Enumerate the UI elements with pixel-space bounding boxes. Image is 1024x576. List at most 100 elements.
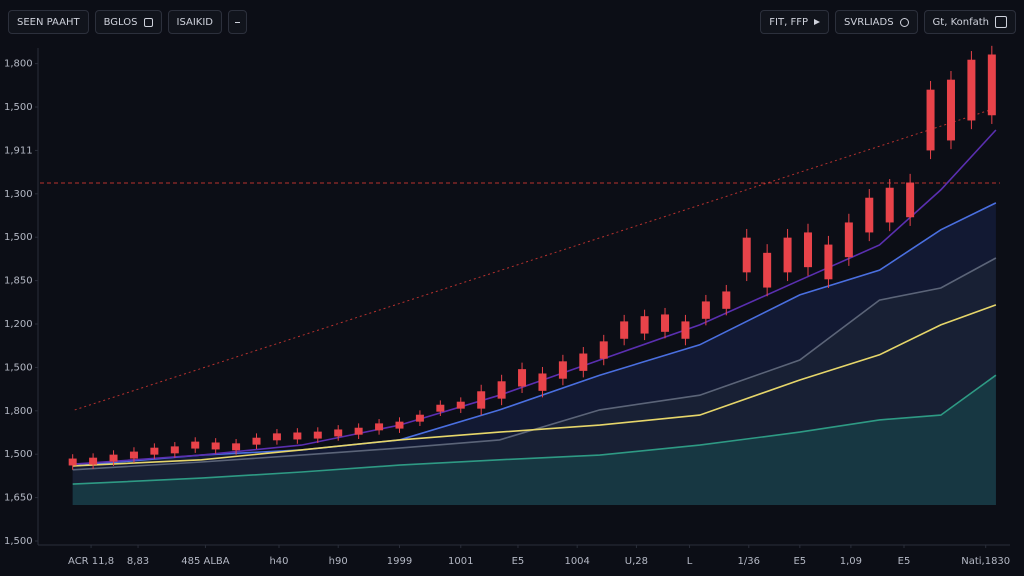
- candle-body: [824, 244, 833, 280]
- y-tick-label: 1,650: [4, 493, 33, 504]
- candle-body: [579, 353, 588, 371]
- candle-body: [783, 237, 792, 273]
- toolbar-button[interactable]: [227, 10, 247, 34]
- candle-body: [211, 442, 220, 450]
- candle-body: [293, 432, 302, 440]
- candle-body: [477, 391, 486, 409]
- line: [72, 374, 997, 485]
- x-tick-label: 1,09: [840, 556, 862, 567]
- y-tick-label: 1,500: [4, 536, 33, 547]
- y-tick-label: 1,300: [4, 189, 33, 200]
- x-tick-label: 1/36: [738, 556, 760, 567]
- candle-body: [558, 361, 567, 379]
- candle-body: [518, 369, 527, 387]
- x-tick-label: 1001: [448, 556, 473, 567]
- candle-body: [742, 237, 751, 273]
- candle-body: [987, 54, 996, 116]
- button-icon: [899, 17, 909, 27]
- candle-body: [109, 454, 118, 462]
- candle-body: [150, 447, 159, 455]
- candle-body: [599, 341, 608, 359]
- button-label: SVRLIADS: [844, 16, 894, 28]
- x-tick-label: Nati,1830: [961, 556, 1010, 567]
- candle-body: [252, 437, 261, 445]
- trend-line: [74, 109, 990, 411]
- candle-body: [272, 433, 281, 441]
- x-tick-label: ACR 11,8: [68, 556, 114, 567]
- candle-body: [354, 427, 363, 435]
- toolbar-left: SEEN PAAHT BGLOS ISAIKID: [8, 10, 247, 36]
- candle-body: [456, 401, 465, 409]
- line: [72, 202, 997, 467]
- button-icon: [995, 16, 1007, 28]
- x-tick-label: 8,83: [127, 556, 149, 567]
- line: [72, 304, 997, 467]
- candle-body: [885, 187, 894, 223]
- area: [72, 258, 996, 505]
- candle-body: [763, 252, 772, 288]
- line: [72, 257, 997, 471]
- toolbar-button[interactable]: BGLOS: [94, 10, 162, 34]
- button-label: FIT, FFP: [769, 16, 808, 28]
- toolbar-right: FIT, FFP SVRLIADS Gt, Konfath: [760, 10, 1016, 36]
- candle-body: [89, 457, 98, 465]
- x-tick-label: h40: [269, 556, 288, 567]
- x-tick-label: U,28: [625, 556, 648, 567]
- candle-body: [967, 59, 976, 121]
- candle-body: [334, 429, 343, 437]
- y-tick-label: 1,500: [4, 232, 33, 243]
- x-tick-label: 1999: [387, 556, 412, 567]
- x-tick-label: L: [687, 556, 693, 567]
- candle-body: [681, 321, 690, 339]
- button-icon: [234, 21, 240, 23]
- toolbar-button[interactable]: SEEN PAAHT: [8, 10, 89, 34]
- candle-body: [68, 458, 77, 466]
- y-tick-label: 1,800: [4, 59, 33, 70]
- candle-body: [313, 431, 322, 439]
- button-label: BGLOS: [103, 16, 138, 28]
- candle-body: [538, 373, 547, 391]
- candle-body: [129, 451, 138, 459]
- button-label: ISAIKID: [176, 16, 213, 28]
- candle-body: [926, 89, 935, 151]
- button-label: Gt, Konfath: [932, 16, 989, 28]
- candle-body: [170, 446, 179, 454]
- line: [72, 129, 997, 465]
- x-tick-label: E5: [512, 556, 525, 567]
- candle-body: [640, 316, 649, 334]
- candle-body: [865, 197, 874, 233]
- candle-body: [804, 232, 812, 268]
- x-tick-label: 1004: [564, 556, 589, 567]
- candle-body: [436, 404, 445, 412]
- toolbar-button[interactable]: ISAIKID: [167, 10, 222, 34]
- toolbar-button[interactable]: FIT, FFP: [760, 10, 829, 34]
- y-tick-label: 1,850: [4, 276, 33, 287]
- y-tick-label: 1,500: [4, 102, 33, 113]
- candle-body: [395, 421, 404, 429]
- y-tick-label: 1,500: [4, 449, 33, 460]
- x-tick-label: h90: [329, 556, 348, 567]
- x-tick-label: E5: [898, 556, 911, 567]
- candle-body: [946, 79, 955, 141]
- candle-body: [191, 441, 200, 449]
- candle-body: [375, 423, 384, 431]
- candle-body: [661, 314, 670, 332]
- button-icon: [143, 17, 153, 27]
- area: [72, 375, 996, 505]
- area: [72, 202, 996, 505]
- candle-body: [906, 182, 915, 218]
- x-tick-label: 485 ALBA: [181, 556, 230, 567]
- candle-body: [722, 291, 731, 309]
- button-label: SEEN PAAHT: [17, 16, 80, 28]
- button-icon: [814, 19, 820, 25]
- candle-body: [701, 301, 710, 319]
- candle-body: [232, 443, 241, 451]
- toolbar-button[interactable]: SVRLIADS: [835, 10, 918, 34]
- toolbar-button[interactable]: Gt, Konfath: [923, 10, 1016, 34]
- y-tick-label: 1,911: [4, 145, 33, 156]
- y-tick-label: 1,800: [4, 406, 33, 417]
- candle-body: [415, 414, 424, 422]
- candle-body: [497, 381, 506, 399]
